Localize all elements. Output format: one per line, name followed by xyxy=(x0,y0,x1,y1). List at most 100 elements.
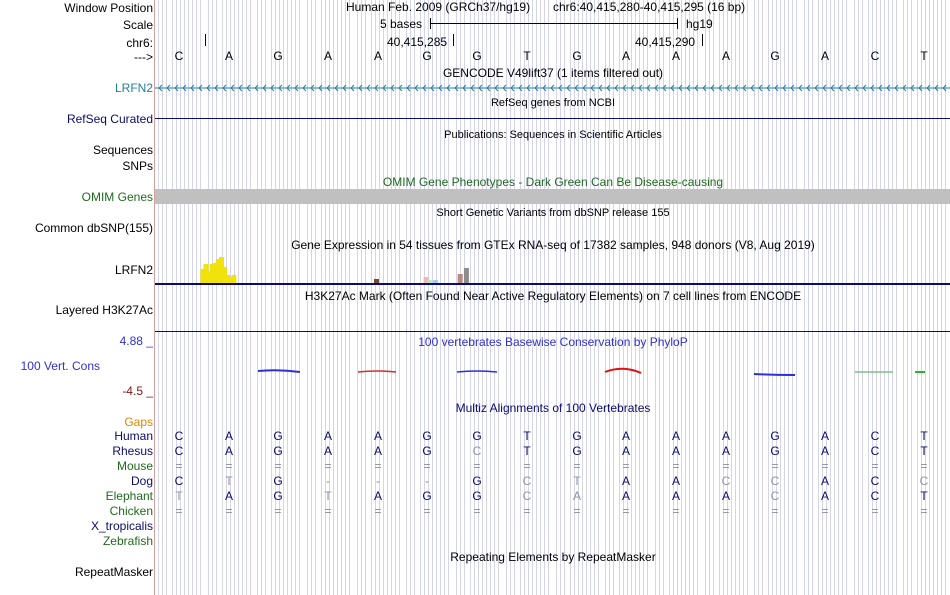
alignment-base: A xyxy=(373,429,382,443)
gtex-tissue-bar[interactable] xyxy=(231,275,237,283)
alignment-base: = xyxy=(225,459,233,473)
grid-line xyxy=(822,0,823,595)
species-label[interactable]: Chicken xyxy=(109,504,153,518)
gtex-tissue-bar[interactable] xyxy=(209,264,215,283)
grid-line xyxy=(933,0,934,595)
grid-line xyxy=(812,0,813,595)
gtex-tissue-bar[interactable] xyxy=(228,277,234,283)
repeatmasker-label[interactable]: RepeatMasker xyxy=(74,565,153,579)
grid-line xyxy=(524,0,525,595)
alignment-base: T xyxy=(573,474,581,488)
strand-chevron xyxy=(246,84,251,92)
grid-line xyxy=(896,0,897,595)
refseq-gene-line[interactable] xyxy=(155,118,950,119)
phylop-label[interactable]: 100 Vert. Cons xyxy=(20,359,100,373)
alignment-base: A xyxy=(323,429,332,443)
gtex-tissue-bar[interactable] xyxy=(423,277,429,283)
strand-chevron xyxy=(566,84,571,92)
grid-line xyxy=(444,0,445,595)
gtex-tissue-bar[interactable] xyxy=(212,263,218,283)
strand-chevron xyxy=(646,84,651,92)
grid-line xyxy=(560,0,561,595)
gtex-tissue-bar[interactable] xyxy=(225,275,231,283)
omim-feature-bar[interactable] xyxy=(155,189,950,204)
grid-line xyxy=(226,0,227,595)
gtex-tissue-bar[interactable] xyxy=(222,267,228,283)
species-label[interactable]: Zebrafish xyxy=(102,534,153,548)
gtex-tissue-bar[interactable] xyxy=(463,268,469,283)
grid-line xyxy=(884,0,885,595)
species-label[interactable]: Human xyxy=(114,429,153,443)
refseq-label[interactable]: RefSeq Curated xyxy=(66,112,153,126)
alignment-base: A xyxy=(721,444,730,458)
omim-label[interactable]: OMIM Genes xyxy=(81,190,153,204)
strand-chevron xyxy=(174,84,179,92)
strand-chevron xyxy=(630,84,635,92)
gtex-tissue-bar[interactable] xyxy=(215,259,221,283)
gtex-tissue-bar[interactable] xyxy=(219,257,224,283)
ruler-tick-2 xyxy=(702,34,703,46)
alignment-base: A xyxy=(820,474,829,488)
grid-line xyxy=(598,0,599,595)
alignment-base: A xyxy=(621,474,630,488)
alignment-base: C xyxy=(870,429,880,443)
gtex-tissue-bar[interactable] xyxy=(432,280,438,283)
grid-line xyxy=(731,0,732,595)
alignment-base: G xyxy=(273,429,283,443)
alignment-base: G xyxy=(273,489,283,503)
grid-line xyxy=(506,0,507,595)
gtex-tissue-bar[interactable] xyxy=(206,271,212,283)
publications-title: Publications: Sequences in Scientific Ar… xyxy=(444,129,662,141)
alignment-base: A xyxy=(224,444,233,458)
gtex-tissue-bar[interactable] xyxy=(200,269,206,283)
gencode-gene-label[interactable]: LRFN2 xyxy=(114,81,153,95)
species-label[interactable]: Dog xyxy=(130,474,153,488)
grid-line xyxy=(460,0,461,595)
species-label[interactable]: Mouse xyxy=(116,459,153,473)
reference-base: T xyxy=(523,49,531,63)
grid-line xyxy=(647,0,648,595)
species-label[interactable]: Elephant xyxy=(105,489,153,503)
alignment-base: G xyxy=(472,474,482,488)
strand-chevron xyxy=(502,84,507,92)
grid-line xyxy=(754,0,755,595)
alignment-base: T xyxy=(324,489,332,503)
strand-chevron xyxy=(558,84,563,92)
alignment-base: = xyxy=(672,504,680,518)
publications-label[interactable]: Sequences xyxy=(92,143,153,157)
dbsnp-label[interactable]: Common dbSNP(155) xyxy=(34,221,153,235)
gencode-gene-track[interactable] xyxy=(155,82,950,94)
grid-line xyxy=(663,0,664,595)
gtex-label[interactable]: LRFN2 xyxy=(114,263,153,277)
alignment-base: A xyxy=(820,489,829,503)
phylop-wiggle[interactable] xyxy=(155,362,950,382)
alignment-base: G xyxy=(422,489,432,503)
grid-line xyxy=(486,0,487,595)
species-label[interactable]: X_tropicalis xyxy=(90,519,153,533)
alignment-base: T xyxy=(523,444,531,458)
gtex-tissue-bar[interactable] xyxy=(203,264,209,283)
alignment-base: G xyxy=(572,444,582,458)
reference-base: A xyxy=(820,49,829,63)
alignment-base: = xyxy=(622,504,630,518)
strand-chevron xyxy=(822,84,827,92)
strand-chevron xyxy=(238,84,243,92)
gtex-tissue-bar[interactable] xyxy=(426,280,432,283)
alignment-base: C xyxy=(522,489,532,503)
alignment-base: C xyxy=(919,474,929,488)
gaps-label[interactable]: Gaps xyxy=(124,415,153,429)
strand-chevron xyxy=(454,84,459,92)
strand-chevron xyxy=(806,84,811,92)
gtex-tissue-bar[interactable] xyxy=(374,279,379,283)
snps-label[interactable]: SNPs xyxy=(122,159,153,173)
strand-chevron xyxy=(534,84,539,92)
grid-line xyxy=(180,0,181,595)
h3k27ac-label[interactable]: Layered H3K27Ac xyxy=(55,303,153,317)
strand-chevron xyxy=(494,84,499,92)
gtex-tissue-bar[interactable] xyxy=(457,274,463,283)
grid-line xyxy=(892,0,893,595)
alignment-base: = xyxy=(523,459,531,473)
gtex-bar-chart[interactable] xyxy=(155,252,950,286)
grid-line xyxy=(341,0,342,595)
species-label[interactable]: Rhesus xyxy=(112,444,153,458)
